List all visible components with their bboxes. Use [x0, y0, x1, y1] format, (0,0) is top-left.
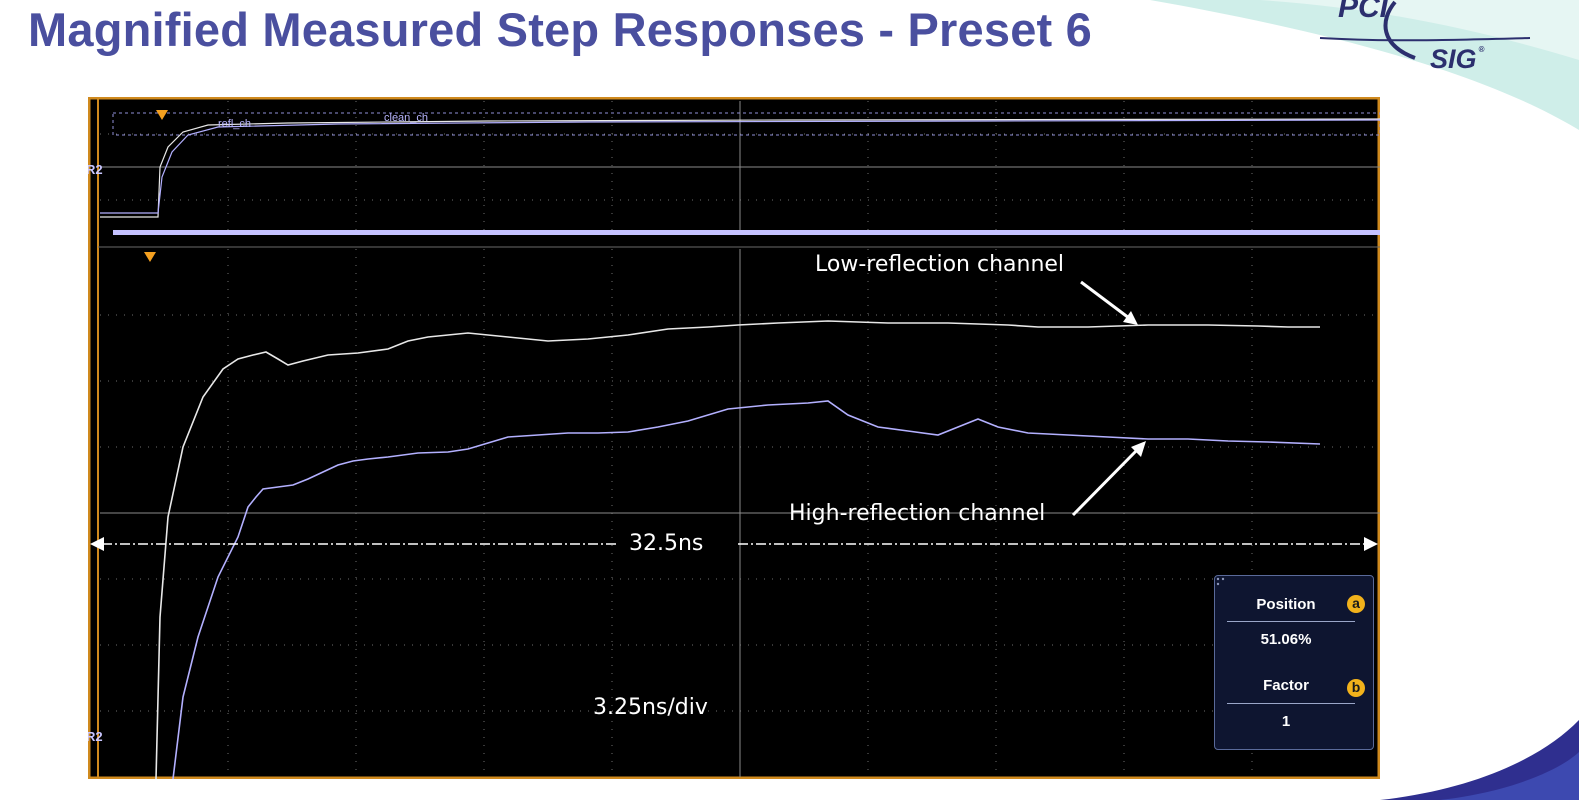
overview-label-refl: refl_ch: [218, 118, 252, 130]
high-arrow-head: [1131, 441, 1146, 457]
slide-title: Magnified Measured Step Responses - Pres…: [28, 3, 1093, 56]
zoom-control-panel: Position a 51.06% Factor b 1: [1214, 575, 1374, 750]
overview-trace-clean: [100, 118, 1380, 218]
factor-divider: [1227, 703, 1355, 704]
span-arrow-right: [1364, 537, 1378, 551]
high-reflection-label: High-reflection channel: [789, 501, 1046, 526]
span-arrow-left: [90, 537, 104, 551]
factor-label: Factor: [1263, 677, 1309, 694]
main-ref-tag: R2: [88, 729, 103, 744]
logo-sig-word: SIG: [1430, 44, 1477, 74]
position-label: Position: [1256, 596, 1316, 613]
oscilloscope-screenshot: R2 R2 refl_ch clean_ch Low-reflection ch…: [88, 97, 1380, 779]
low-reflection-label: Low-reflection channel: [815, 252, 1065, 277]
position-divider: [1227, 621, 1355, 622]
pci-sig-logo: PCI SIG ®: [1300, 0, 1540, 78]
main-trigger-marker: [144, 252, 156, 262]
overview-label-clean: clean_ch: [384, 112, 429, 124]
overview-ref-tag: R2: [88, 162, 103, 177]
high-reflection-trace: [172, 400, 1321, 779]
low-reflection-trace: [155, 320, 1320, 779]
overview-trace-refl: [100, 119, 1380, 214]
low-arrow-head: [1123, 311, 1138, 325]
span-label: 32.5ns: [623, 531, 710, 556]
overview-trigger-marker: [156, 110, 168, 120]
scope-display: [88, 97, 1380, 779]
logo-pci-text: PCI: [1338, 0, 1389, 24]
logo-swoosh: [1319, 0, 1531, 60]
main-grid: [100, 249, 1380, 777]
position-knob-badge[interactable]: a: [1347, 595, 1365, 613]
logo-sig-text: SIG ®: [1430, 46, 1484, 73]
overview-zoom-box: [112, 112, 1380, 136]
registered-mark: ®: [1478, 45, 1485, 54]
low-arrow-line: [1080, 280, 1134, 323]
scope-frame: [88, 97, 1380, 779]
panel-grip-icon[interactable]: [1215, 576, 1229, 590]
overview-grid: [100, 101, 1380, 233]
factor-value[interactable]: 1: [1281, 713, 1291, 730]
factor-knob-badge[interactable]: b: [1347, 679, 1365, 697]
timebase-label: 3.25ns/div: [593, 695, 708, 720]
overview-zoom-bar: [113, 230, 1380, 235]
position-value[interactable]: 51.06%: [1260, 631, 1312, 648]
high-arrow-line: [1071, 447, 1140, 517]
